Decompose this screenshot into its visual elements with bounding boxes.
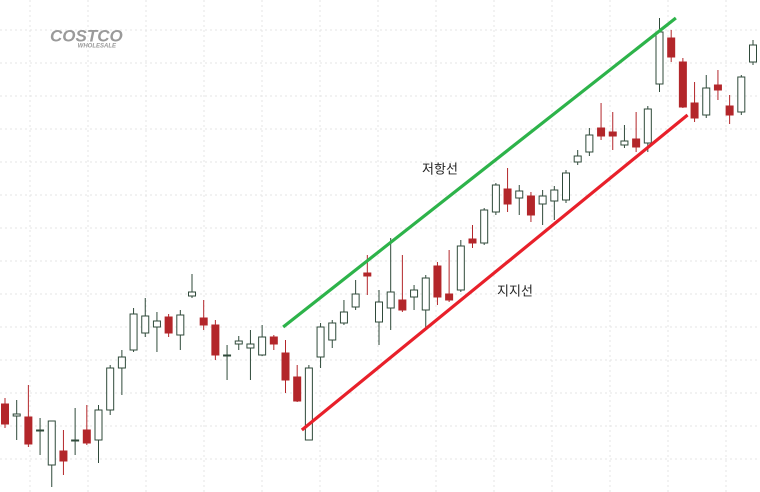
candle-body bbox=[211, 324, 220, 356]
candle-body bbox=[597, 127, 606, 137]
logo-name: COSTCO bbox=[50, 26, 123, 45]
candle-body bbox=[620, 140, 629, 146]
candle-body bbox=[106, 367, 115, 411]
candle-body bbox=[713, 84, 722, 91]
candle-body bbox=[36, 429, 45, 432]
candle-body bbox=[655, 31, 664, 85]
candle-body bbox=[749, 44, 757, 63]
candle-body bbox=[234, 340, 243, 345]
candle-body bbox=[12, 413, 21, 417]
candle-body bbox=[281, 352, 290, 381]
candle-body bbox=[176, 314, 185, 336]
candle-body bbox=[117, 356, 126, 369]
candle-body bbox=[164, 316, 173, 334]
candle-body bbox=[129, 313, 138, 351]
candle-body bbox=[59, 450, 68, 462]
trend-line-label: 저항선 bbox=[422, 163, 458, 178]
candle-body bbox=[445, 293, 454, 301]
candle-body bbox=[737, 76, 746, 113]
trend-line-label: 지지선 bbox=[497, 285, 533, 300]
candle-body bbox=[94, 409, 103, 441]
trend-line bbox=[282, 16, 677, 329]
candle-body bbox=[515, 190, 524, 199]
candle-body bbox=[363, 272, 372, 277]
candle-body bbox=[410, 289, 419, 298]
candle-body bbox=[480, 209, 489, 244]
candle-body bbox=[141, 315, 150, 334]
candle-body bbox=[550, 189, 559, 202]
trend-line bbox=[300, 113, 689, 432]
candle-body bbox=[503, 188, 512, 205]
candle-body bbox=[269, 336, 278, 345]
candle-body bbox=[328, 322, 337, 341]
candle-body bbox=[690, 102, 699, 119]
candle-body bbox=[24, 416, 33, 445]
candle-body bbox=[725, 105, 734, 116]
candle-body bbox=[456, 245, 465, 291]
candle-body bbox=[223, 354, 232, 357]
candle-body bbox=[82, 429, 91, 444]
candle-body bbox=[188, 291, 196, 297]
candle-body bbox=[258, 336, 267, 356]
candle-body bbox=[1, 403, 9, 425]
candle-body bbox=[375, 301, 383, 323]
candle-body bbox=[71, 439, 80, 442]
candle-body bbox=[667, 37, 676, 58]
candle-body bbox=[152, 320, 161, 328]
candle-body bbox=[386, 291, 395, 309]
candle-body bbox=[293, 376, 302, 402]
candle-body bbox=[398, 299, 407, 311]
candle-body bbox=[339, 311, 348, 324]
candle-body bbox=[585, 134, 594, 153]
candle-body bbox=[468, 238, 477, 244]
candle-body bbox=[702, 87, 711, 116]
logo-tagline: WHOLESALE bbox=[78, 44, 117, 50]
candle-body bbox=[562, 172, 570, 201]
candle-body bbox=[304, 367, 313, 441]
candle-body bbox=[199, 317, 208, 326]
candle-body bbox=[351, 293, 360, 308]
candle-body bbox=[246, 343, 255, 349]
candle-body bbox=[491, 184, 500, 213]
candle-body bbox=[316, 326, 325, 358]
candle-body bbox=[643, 108, 652, 144]
candle-body bbox=[608, 131, 617, 137]
candle-body bbox=[47, 420, 56, 466]
candle-body bbox=[433, 265, 442, 298]
candle-body bbox=[678, 61, 687, 108]
candle-body bbox=[573, 155, 582, 163]
candle-body bbox=[421, 277, 430, 311]
candle-body bbox=[632, 138, 641, 148]
candle-body bbox=[538, 195, 547, 205]
candle-body bbox=[526, 195, 535, 216]
